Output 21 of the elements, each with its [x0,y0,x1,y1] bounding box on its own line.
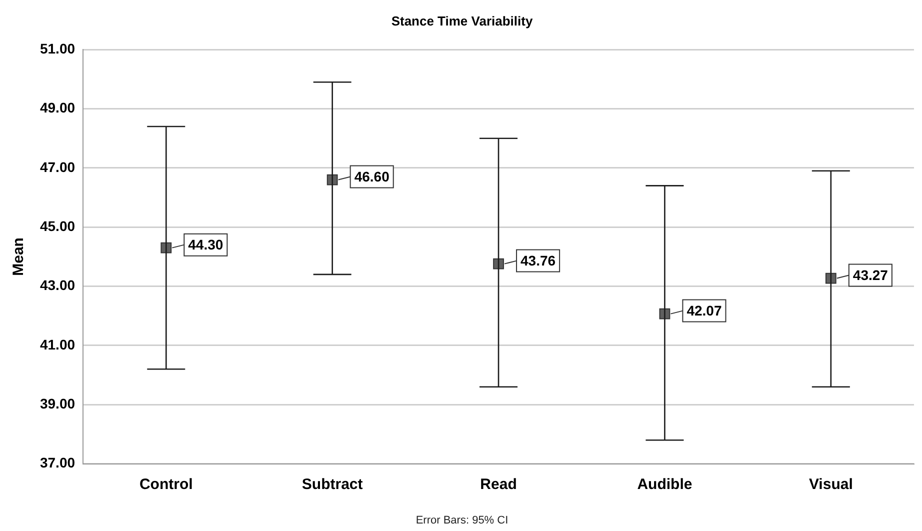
text: Error Bars: 95% CI [416,514,508,526]
y-tick-label: 41.00 [40,336,76,352]
chart-title: Stance Time Variability [391,13,534,28]
data-label: 46.60 [354,168,390,185]
y-tick-label: 39.00 [40,395,76,412]
y-tick-label: 45.00 [40,218,76,234]
data-label: 43.76 [520,252,556,269]
y-tick-label: 43.00 [40,277,76,294]
x-tick-label: Audible [637,476,692,493]
data-label: 44.30 [188,236,224,253]
y-tick-label: 49.00 [40,100,76,116]
y-tick-label: 51.00 [40,40,76,56]
x-tick-label: Control [139,476,193,493]
x-tick-label: Visual [808,476,853,493]
y-tick-label: 47.00 [40,158,76,175]
y-axis-title: Mean [10,238,28,276]
x-tick-label: Read [480,476,517,493]
x-tick-label: Subtract [302,476,363,493]
data-label: 42.07 [686,302,722,319]
y-tick-label: 37.00 [40,454,76,471]
data-label: 43.27 [852,267,888,284]
